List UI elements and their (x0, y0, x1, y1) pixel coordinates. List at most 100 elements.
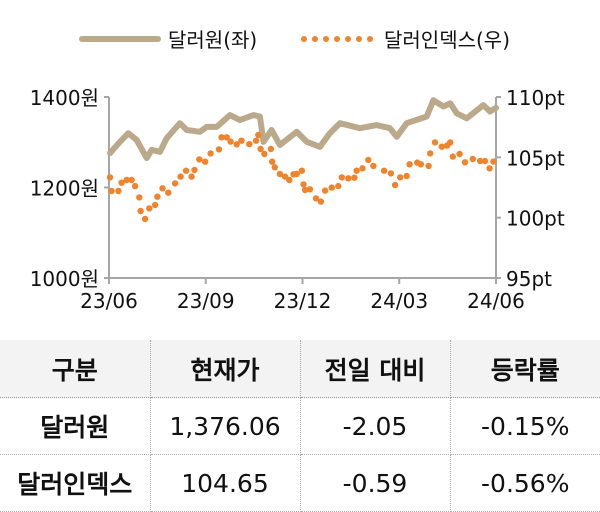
left-tick-label: 1200원 (30, 177, 99, 201)
table-row: 달러원 1,376.06 -2.05 -0.15% (0, 397, 600, 455)
dollar-index-point (108, 187, 115, 195)
legend-dollar-index-label: 달러인덱스(우) (384, 28, 510, 52)
dollar-index-point (171, 180, 179, 187)
dollar-index-point (115, 187, 122, 195)
dollar-index-point (201, 158, 209, 165)
dollar-index-point (141, 215, 149, 223)
dollar-index-point (317, 198, 325, 205)
dollar-index-point (123, 176, 130, 184)
dollar-index-point (207, 150, 214, 157)
x-tick-label: 24/03 (370, 289, 428, 313)
row-change: -2.05 (299, 397, 451, 455)
dollar-index-point (328, 184, 335, 191)
legend-dollar-index-swatch (334, 36, 340, 42)
dollar-index-point (351, 174, 358, 181)
dollar-index-point (417, 161, 425, 168)
dollar-index-point (306, 186, 314, 193)
rate-table: 구분 현재가 전일 대비 등락률 달러원 1,376.06 -2.05 -0.1… (0, 340, 600, 512)
x-tick-label: 23/06 (80, 289, 138, 313)
row-name: 달러인덱스 (0, 454, 151, 512)
dollar-index-point (447, 139, 454, 146)
dollar-index-point (456, 150, 463, 158)
dollar-index-point (321, 187, 329, 194)
dollar-index-point (159, 185, 166, 192)
dollar-index-point (269, 158, 276, 165)
dollar-index-point (431, 139, 439, 146)
table-row: 달러인덱스 104.65 -0.59 -0.56% (0, 454, 600, 512)
dollar-index-point (391, 181, 399, 189)
dollar-index-point (196, 156, 203, 163)
left-tick-label: 1400원 (30, 86, 99, 110)
dollar-index-point (312, 195, 320, 202)
dollar-index-point (106, 174, 114, 181)
dollar-index-point (261, 150, 268, 158)
dollar-index-point (276, 170, 284, 178)
dollar-index-point (233, 141, 240, 148)
dollar-index-point (345, 175, 352, 182)
dollar-index-point (286, 176, 293, 184)
exchange-rate-chart: 달러원(좌) 달러인덱스(우) 1400원 1200원 1000원 110pt 105pt… (30, 28, 565, 313)
row-price: 104.65 (149, 454, 301, 512)
right-tick-label: 95pt (506, 267, 552, 291)
legend-dollar-index-swatch (312, 36, 318, 42)
row-change: -0.59 (299, 454, 451, 512)
dollar-index-point (191, 166, 198, 174)
dollar-index-point (165, 189, 172, 196)
dollar-index-point (227, 138, 234, 145)
dollar-index-point (380, 167, 388, 174)
dollar-index-point (257, 145, 264, 153)
dollar-index-point (271, 164, 278, 171)
right-tick-label: 105pt (506, 146, 565, 170)
dollar-index-point (486, 165, 493, 172)
dollar-index-point (137, 207, 144, 215)
legend-dollar-index-swatch (356, 36, 362, 42)
row-change-rate: -0.15% (449, 397, 600, 455)
dollar-index-point (131, 182, 139, 190)
dollar-index-point (267, 145, 275, 153)
header-price: 현재가 (149, 340, 301, 398)
right-tick-label: 100pt (506, 207, 565, 231)
dollar-index-point (353, 167, 360, 174)
x-tick-label: 23/12 (274, 289, 332, 313)
dollar-index-point (490, 158, 497, 165)
usd-krw-line (107, 97, 499, 162)
dollar-index-point (406, 161, 413, 168)
dollar-index-point (246, 140, 253, 148)
dollar-index-point (238, 137, 245, 144)
dollar-index-point (136, 194, 143, 201)
dollar-index-point (128, 176, 135, 184)
dollar-index-point (461, 159, 469, 166)
dollar-index-point (223, 134, 230, 141)
dollar-index-point (427, 150, 434, 157)
dollar-index-point (218, 134, 225, 141)
dollar-index-point (146, 205, 153, 212)
header-category: 구분 (0, 340, 151, 398)
dollar-index-point (387, 170, 395, 177)
left-tick-label: 1000원 (30, 267, 99, 291)
dollar-index-point (397, 174, 404, 181)
dollar-index-point (182, 167, 190, 174)
legend-dollar-index-swatch (301, 36, 307, 42)
dollar-index-point (338, 174, 345, 181)
dollar-index-point (252, 137, 260, 144)
dollar-index-point (298, 167, 306, 174)
dollar-index-point (118, 179, 125, 186)
dollar-index-point (188, 173, 195, 180)
dollar-index-point (215, 146, 223, 153)
dollar-index-point (477, 157, 484, 165)
row-price: 1,376.06 (149, 397, 301, 455)
dollar-index-point (154, 193, 161, 200)
dollar-index-point (177, 173, 184, 180)
dollar-index-point (151, 201, 159, 209)
dollar-index-point (301, 186, 309, 194)
header-change: 전일 대비 (299, 340, 451, 398)
legend-dollar-index-swatch (345, 36, 351, 42)
dollar-index-point (425, 162, 432, 170)
header-change-rate: 등락률 (449, 340, 600, 398)
legend-usd-krw-label: 달러원(좌) (168, 28, 257, 52)
dollar-index-point (403, 172, 410, 180)
right-tick-label: 110pt (506, 86, 565, 110)
dollar-index-point (370, 162, 377, 170)
dollar-index-point (293, 170, 300, 178)
x-tick-label: 24/06 (467, 289, 525, 313)
